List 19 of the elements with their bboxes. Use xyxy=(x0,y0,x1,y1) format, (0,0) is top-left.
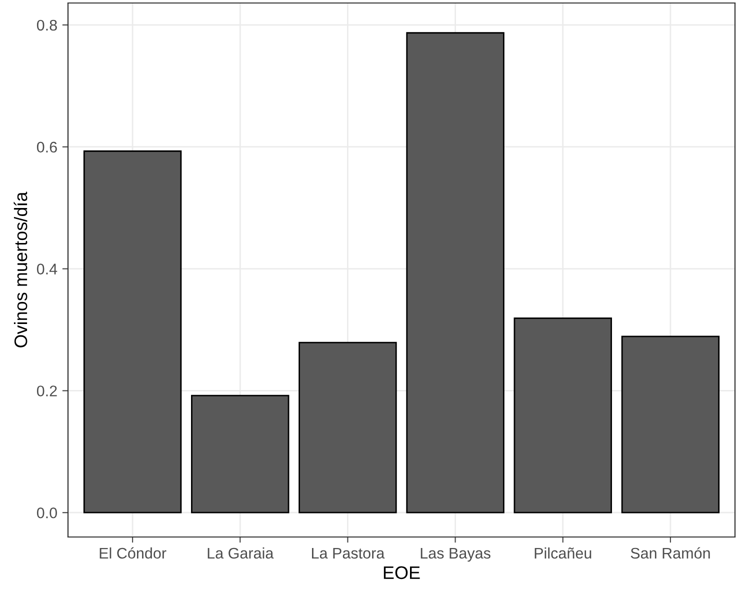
bar xyxy=(406,32,504,514)
bar xyxy=(298,342,397,514)
x-tick-label: La Pastora xyxy=(312,548,385,559)
x-tick-label: San Ramón xyxy=(630,547,710,559)
y-tick-label: 0.8 xyxy=(36,20,57,31)
y-tick-label: 0.0 xyxy=(36,507,57,518)
x-tick-label: El Cóndor xyxy=(100,547,166,559)
y-tick-label: 0.6 xyxy=(36,142,57,153)
bar xyxy=(191,394,290,514)
y-tick-label: 0.4 xyxy=(36,264,58,274)
y-tick-label: 0.2 xyxy=(36,386,57,396)
x-tick-label: La Garaia xyxy=(208,547,274,559)
x-tick-label: Pilcañeu xyxy=(534,547,592,559)
x-tick-label: Las Bayas xyxy=(420,548,490,562)
bar xyxy=(514,317,612,514)
y-axis-title: Ovinos muertos/día xyxy=(14,192,28,348)
bar xyxy=(83,150,182,514)
bar xyxy=(621,336,720,514)
x-axis-title: EOE xyxy=(384,566,420,580)
